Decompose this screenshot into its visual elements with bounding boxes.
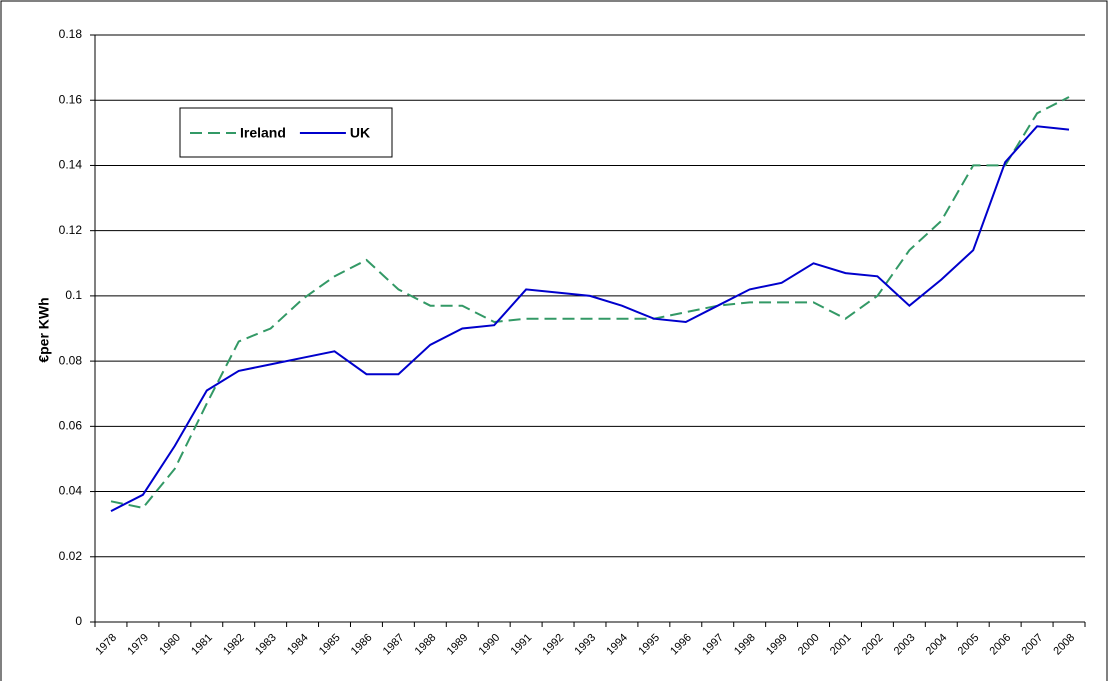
y-tick-label: 0.02 [59, 549, 83, 563]
legend-label: UK [350, 125, 370, 141]
y-tick-label: 0.12 [59, 223, 83, 237]
series-line [110, 125, 1070, 512]
y-tick-label: 0.18 [59, 27, 83, 41]
y-tick-label: 0.14 [59, 158, 83, 172]
y-tick-label: 0.06 [59, 419, 83, 433]
y-tick-label: 0.08 [59, 353, 83, 367]
legend-label: Ireland [240, 125, 286, 141]
y-tick-label: 0.04 [59, 484, 83, 498]
series-line [110, 96, 1070, 510]
y-axis-title: €per KWh [36, 297, 52, 362]
y-tick-label: 0 [75, 614, 82, 628]
y-tick-label: 0.1 [65, 288, 82, 302]
y-tick-label: 0.16 [59, 92, 83, 106]
